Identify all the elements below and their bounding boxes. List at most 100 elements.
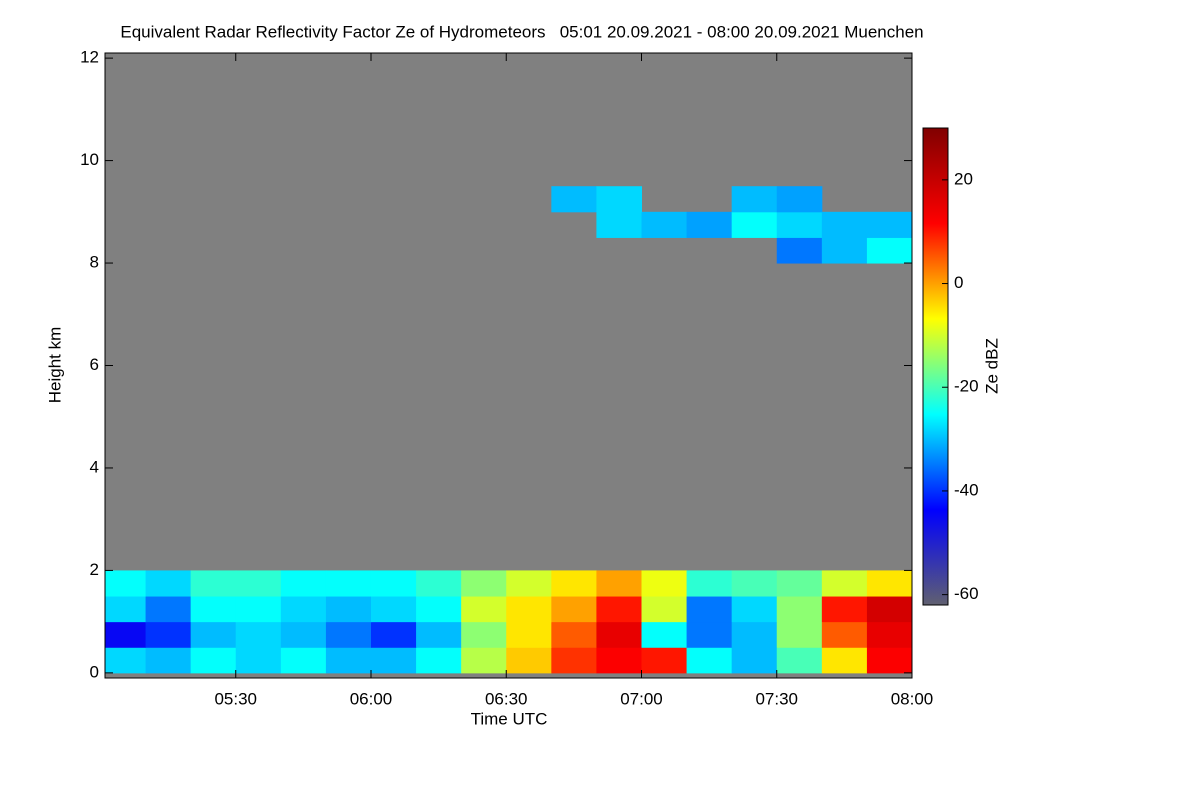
heatmap-cell: [731, 596, 778, 623]
heatmap-cell: [596, 570, 642, 597]
heatmap-cell: [641, 621, 688, 648]
colorbar-tick-label: 0: [954, 273, 963, 292]
heatmap-cell: [370, 621, 417, 648]
heatmap-cell: [641, 647, 688, 674]
heatmap-cell: [235, 570, 282, 597]
y-tick-label: 0: [90, 662, 99, 681]
heatmap-cell: [235, 596, 282, 623]
heatmap-cell: [866, 647, 913, 674]
heatmap-cell: [370, 570, 417, 597]
heatmap-cell: [506, 621, 552, 648]
heatmap-cell: [551, 647, 597, 674]
heatmap-cell: [461, 596, 507, 623]
heatmap-cell: [105, 596, 147, 623]
heatmap-cell: [596, 211, 642, 238]
heatmap-cell: [866, 237, 913, 264]
heatmap-cell: [686, 621, 733, 648]
heatmap-cell: [461, 647, 507, 674]
heatmap-cell: [325, 647, 372, 674]
colorbar: [922, 127, 949, 606]
x-axis-label: Time UTC: [471, 709, 548, 728]
heatmap-cell: [866, 211, 913, 238]
heatmap-cell: [776, 621, 823, 648]
heatmap-cell: [641, 570, 688, 597]
heatmap-cell: [145, 570, 192, 597]
heatmap-cell: [190, 647, 237, 674]
x-tick-label: 06:00: [350, 689, 393, 708]
heatmap-cell: [776, 186, 823, 213]
heatmap-cell: [776, 211, 823, 238]
heatmap-cell: [821, 621, 868, 648]
heatmap-cell: [280, 570, 327, 597]
heatmap-cell: [280, 647, 327, 674]
heatmap-cell: [325, 570, 372, 597]
y-tick-label: 8: [90, 253, 99, 272]
x-tick-label: 07:00: [620, 689, 663, 708]
y-axis-label: Height km: [45, 327, 64, 404]
heatmap-cell: [776, 570, 823, 597]
x-tick-label: 07:30: [755, 689, 798, 708]
heatmap-cell: [821, 596, 868, 623]
heatmap-cell: [105, 621, 147, 648]
heatmap-cell: [596, 647, 642, 674]
heatmap-cell: [325, 596, 372, 623]
heatmap-cell: [551, 570, 597, 597]
heatmap-cell: [506, 647, 552, 674]
heatmap-cell: [821, 237, 868, 264]
heatmap-cell: [461, 621, 507, 648]
heatmap-cell: [506, 570, 552, 597]
y-tick-label: 4: [90, 457, 99, 476]
heatmap-cell: [821, 647, 868, 674]
colorbar-tick-label: -40: [954, 480, 979, 499]
colorbar-label: Ze dBZ: [982, 338, 1001, 394]
heatmap-cell: [596, 596, 642, 623]
heatmap-cell: [731, 647, 778, 674]
heatmap-cell: [641, 211, 688, 238]
heatmap-cell: [866, 570, 913, 597]
x-tick-label: 06:30: [485, 689, 528, 708]
heatmap-cell: [145, 621, 192, 648]
heatmap-cell: [105, 570, 147, 597]
heatmap-cell: [145, 647, 192, 674]
heatmap-cell: [190, 570, 237, 597]
heatmap-cell: [190, 621, 237, 648]
heatmap-cell: [686, 570, 733, 597]
heatmap-cell: [686, 596, 733, 623]
heatmap-cell: [145, 596, 192, 623]
heatmap-cell: [235, 647, 282, 674]
heatmap-cell: [416, 570, 462, 597]
heatmap-cell: [686, 211, 733, 238]
heatmap-cell: [776, 237, 823, 264]
heatmap-cell: [551, 596, 597, 623]
heatmap-cell: [866, 596, 913, 623]
heatmap-cell: [416, 621, 462, 648]
x-tick-label: 08:00: [891, 689, 934, 708]
heatmap-cell: [641, 596, 688, 623]
heatmap-cell: [821, 570, 868, 597]
heatmap-cell: [731, 186, 778, 213]
heatmap-cell: [325, 621, 372, 648]
heatmap-cell: [821, 211, 868, 238]
heatmap-cell: [370, 596, 417, 623]
heatmap-cell: [105, 647, 147, 674]
heatmap-cell: [370, 647, 417, 674]
heatmap-cell: [461, 570, 507, 597]
heatmap-cell: [416, 596, 462, 623]
y-tick-label: 10: [80, 150, 99, 169]
heatmap-cell: [551, 621, 597, 648]
y-tick-label: 6: [90, 355, 99, 374]
heatmap-cell: [596, 621, 642, 648]
heatmap-cell: [596, 186, 642, 213]
heatmap-cell: [731, 570, 778, 597]
heatmap-cell: [280, 596, 327, 623]
heatmap-cell: [731, 211, 778, 238]
heatmap-cell: [235, 621, 282, 648]
chart-title: Equivalent Radar Reflectivity Factor Ze …: [120, 22, 923, 41]
heatmap-cell: [731, 621, 778, 648]
heatmap-cell: [416, 647, 462, 674]
heatmap-cell: [190, 596, 237, 623]
x-tick-label: 05:30: [214, 689, 257, 708]
y-tick-label: 12: [80, 48, 99, 67]
heatmap-cell: [776, 596, 823, 623]
